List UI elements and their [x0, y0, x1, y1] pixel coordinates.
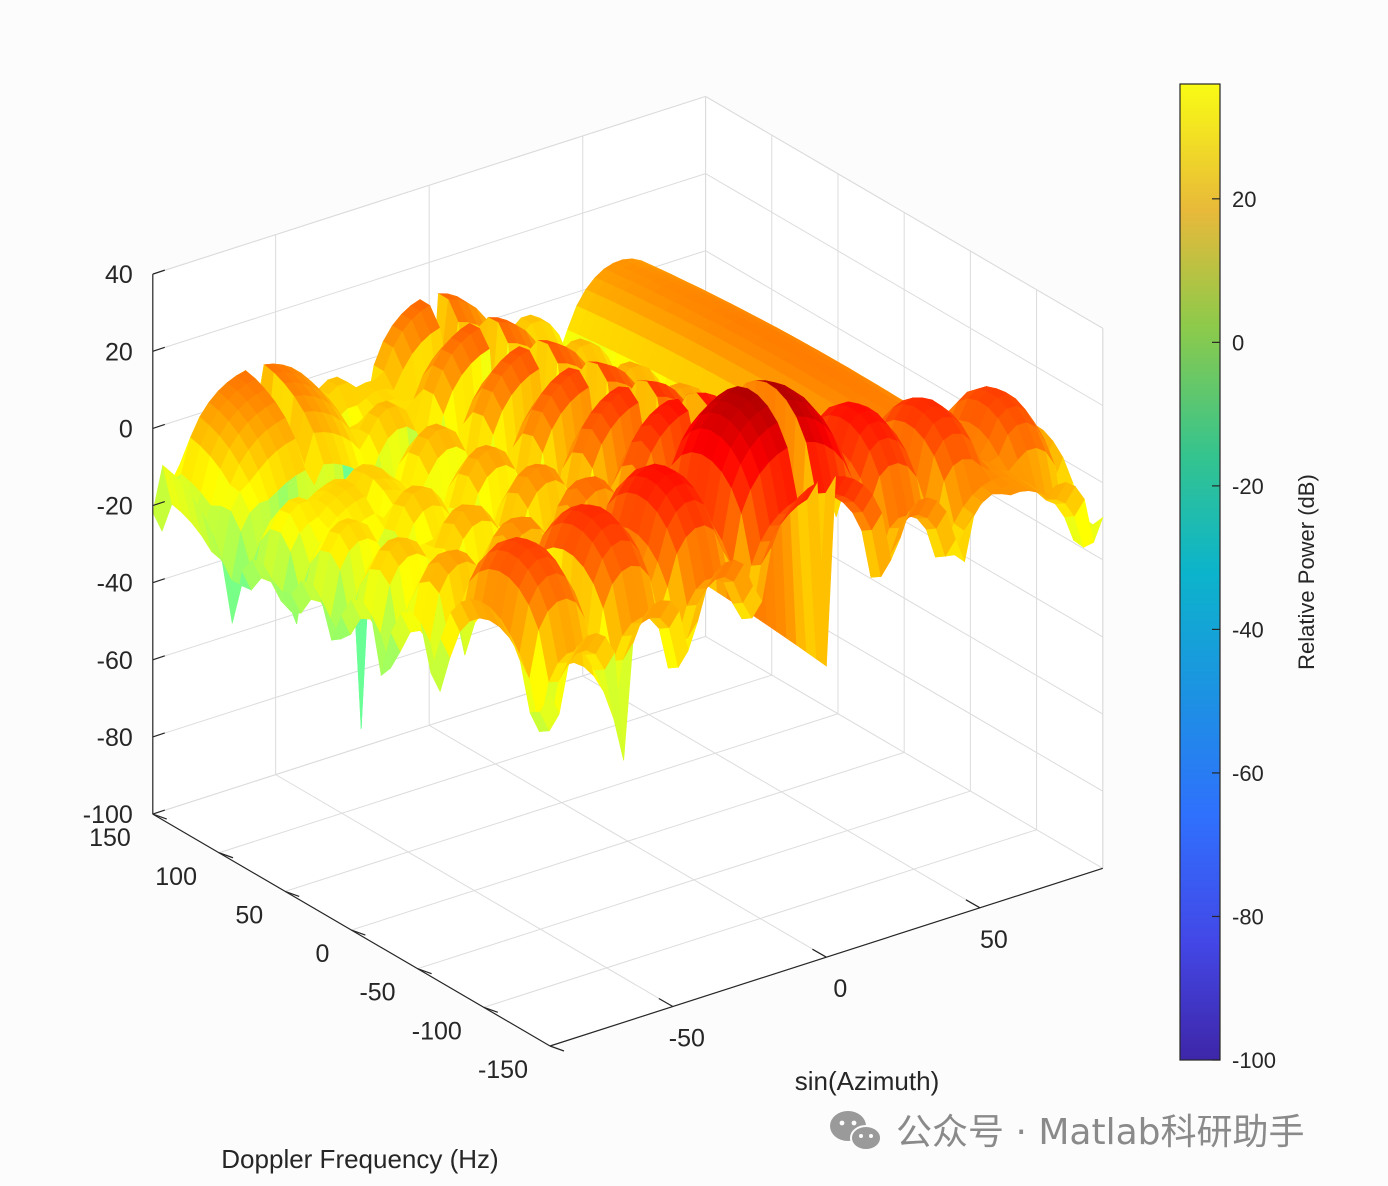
grid-line: [417, 790, 971, 970]
z-tick-label: 40: [105, 261, 133, 289]
watermark: 公众号 · Matlab科研助手: [830, 1111, 1304, 1153]
z-tick-label: 20: [105, 338, 133, 366]
x-axis-title: sin(Azimuth): [795, 1066, 939, 1096]
grid-line: [152, 95, 706, 275]
grid-line: [483, 829, 1037, 1008]
axis-line: [152, 813, 168, 820]
axis-line: [549, 867, 1103, 1047]
z-tick-label: -80: [97, 724, 133, 752]
colorbar-tick-label: -20: [1232, 474, 1264, 499]
z-tick-label: -40: [97, 570, 133, 598]
y-tick-label: 150: [89, 824, 131, 852]
y-axis-title: Doppler Frequency (Hz): [221, 1144, 498, 1174]
axis-line: [965, 899, 981, 909]
x-tick-label: 0: [833, 975, 847, 1003]
axis-line: [152, 578, 165, 584]
y-tick-label: -100: [412, 1017, 462, 1045]
colorbar-tick-label: -100: [1232, 1048, 1276, 1073]
axis-line: [483, 1006, 499, 1013]
colorbar-tick-label: 0: [1232, 330, 1244, 355]
y-tick-label: -50: [359, 979, 395, 1007]
axis-line: [152, 732, 165, 738]
axis-line: [152, 269, 165, 275]
axis-line: [152, 809, 165, 815]
colorbar-tick-label: -60: [1232, 761, 1264, 786]
colorbar-tick-label: -80: [1232, 904, 1264, 929]
x-tick-label: 50: [980, 926, 1008, 954]
colorbar-title: Relative Power (dB): [1294, 474, 1319, 670]
axis-line: [218, 852, 234, 859]
colorbar-tick-label: 20: [1232, 187, 1256, 212]
axis-line: [152, 346, 165, 352]
axes-grid: [152, 95, 1104, 1047]
x-tick-label: -50: [669, 1025, 705, 1053]
axis-line: [152, 423, 165, 429]
grid-line: [705, 96, 1104, 329]
wechat-icon: [830, 1111, 882, 1151]
axis-line: [351, 929, 366, 936]
axes-frame: -100 -80 -60 -40 -20 0 20 40 -150 -100 -50 0 50 100 15…: [83, 261, 1103, 1174]
colorbar: -100 -80 -60 -40 -20 0 20 Relative Power (dB): [1179, 83, 1319, 1073]
y-tick-label: 0: [315, 940, 329, 968]
axis-line: [152, 500, 165, 507]
y-tick-label: 100: [155, 863, 197, 891]
surface-plot: [152, 258, 1104, 761]
y-tick-label: 50: [235, 901, 263, 929]
grid-line: [351, 751, 905, 931]
watermark-text: 公众号 · Matlab科研助手: [896, 1112, 1304, 1153]
grid-line: [285, 713, 839, 892]
z-tick-label: 0: [119, 415, 133, 443]
axis-line: [812, 948, 827, 958]
colorbar-gradient: [1179, 83, 1221, 1061]
axis-line: [658, 997, 674, 1008]
axis-line: [284, 890, 300, 897]
axis-line: [549, 1045, 565, 1052]
grid-line: [218, 674, 772, 854]
colorbar-tick-label: -40: [1232, 617, 1264, 642]
y-tick-label: -150: [478, 1056, 528, 1084]
axis-line: [417, 968, 432, 975]
z-tick-label: -100: [83, 801, 133, 829]
axis-line: [152, 655, 165, 661]
surface-patch: [539, 694, 560, 732]
z-tick-label: -20: [97, 493, 133, 521]
z-tick-label: -60: [97, 647, 133, 675]
